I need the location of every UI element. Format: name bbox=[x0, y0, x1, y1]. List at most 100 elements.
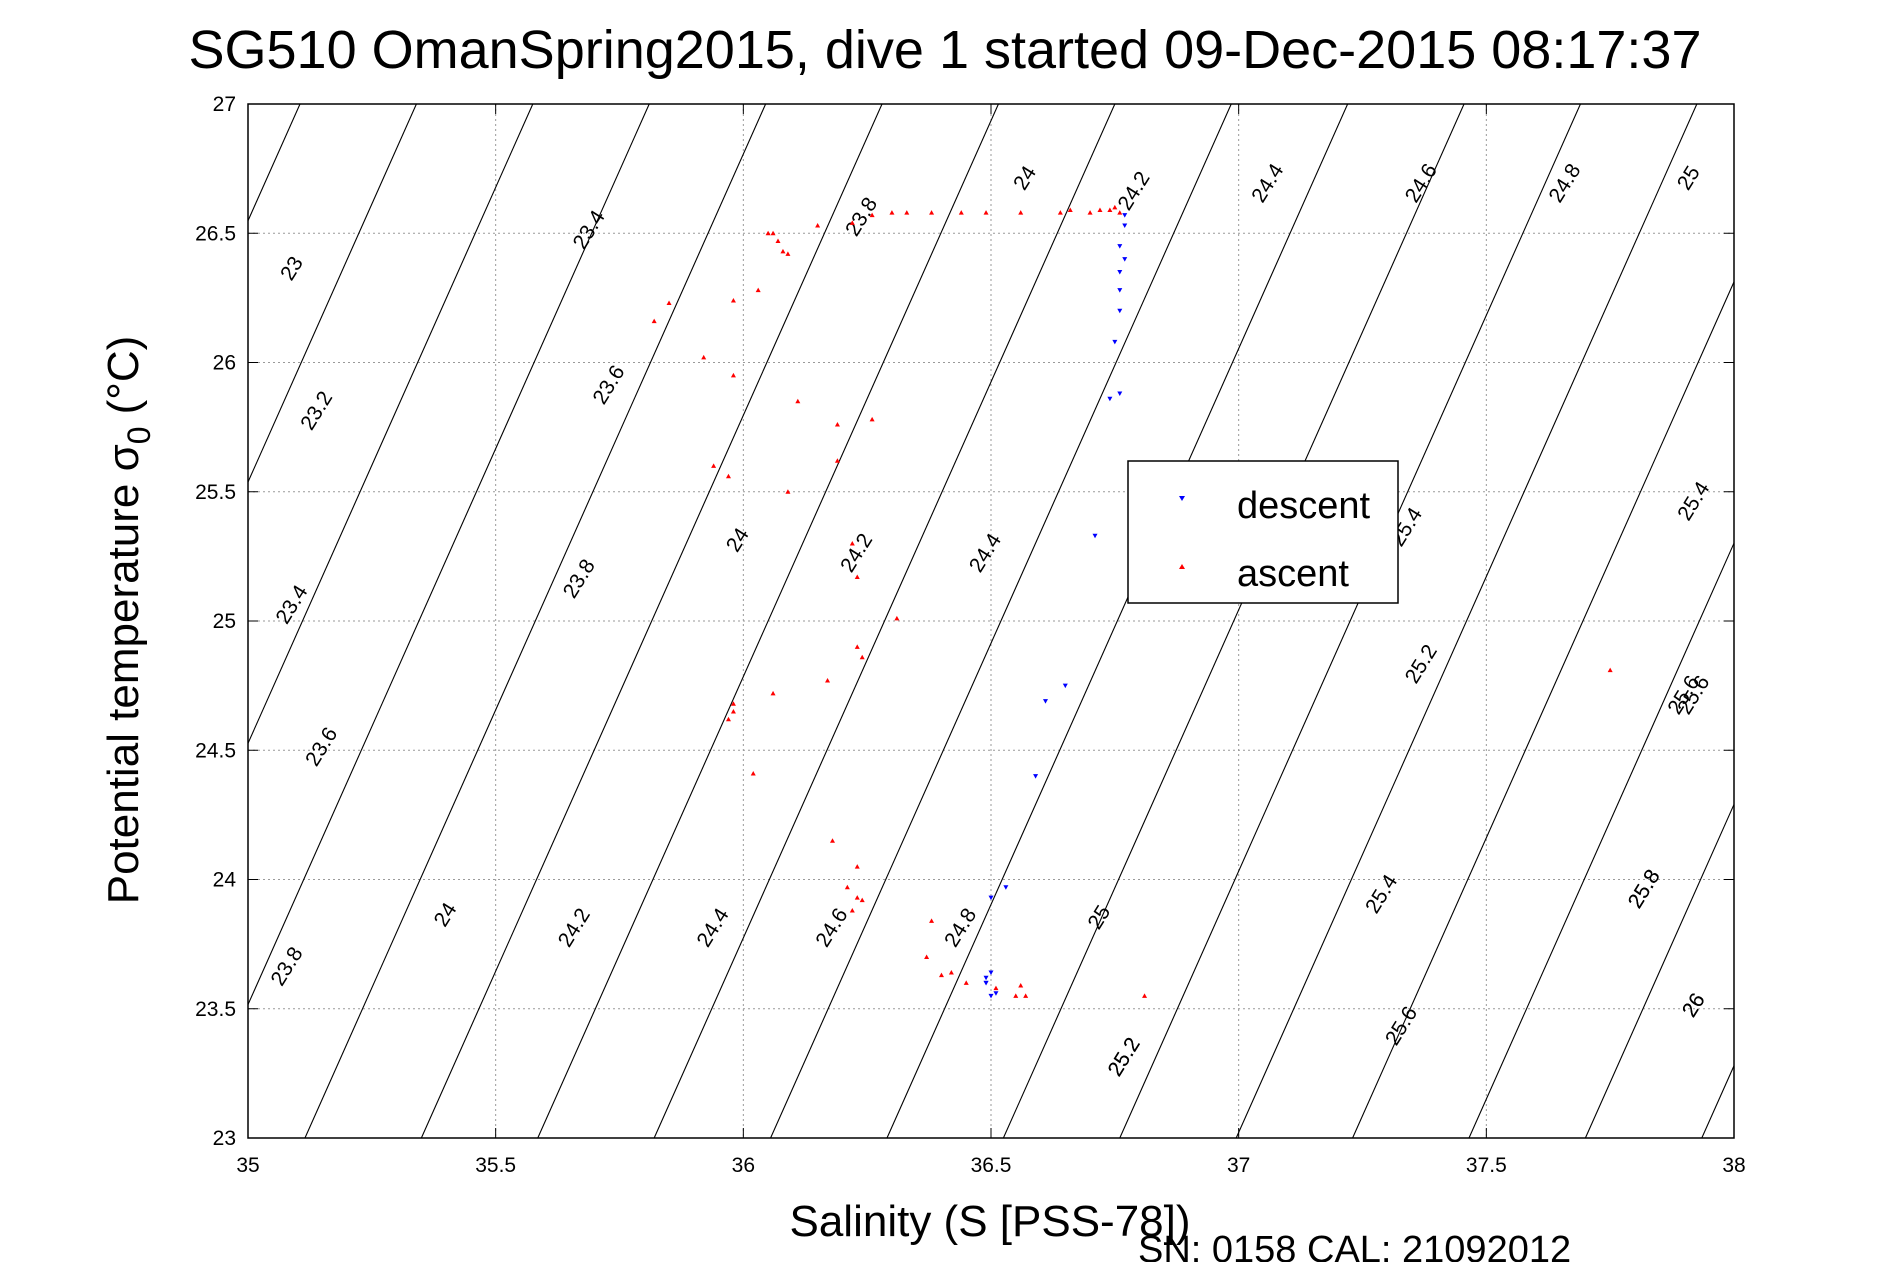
ascent-point bbox=[815, 222, 821, 228]
density-contour-label: 24.6 bbox=[811, 904, 852, 951]
descent-point bbox=[1062, 683, 1068, 689]
density-contour-line bbox=[537, 104, 999, 1138]
ascent-point bbox=[1018, 982, 1024, 988]
density-contour-label: 24.2 bbox=[1114, 168, 1155, 215]
density-contour-line bbox=[1584, 803, 1734, 1138]
ascent-point bbox=[666, 300, 672, 306]
ascent-point bbox=[993, 985, 999, 991]
legend-ascent-label: ascent bbox=[1237, 553, 1349, 595]
y-tick-label: 26 bbox=[213, 352, 236, 375]
legend: descent ascent bbox=[1127, 460, 1399, 604]
density-contour-label: 24.8 bbox=[1544, 160, 1585, 207]
y-tick-label: 26.5 bbox=[195, 222, 236, 245]
density-contour-label: 25.4 bbox=[1673, 478, 1714, 525]
ascent-point bbox=[854, 864, 860, 869]
descent-point bbox=[993, 991, 999, 996]
ascent-point bbox=[750, 771, 756, 776]
ascent-point bbox=[889, 210, 895, 215]
ascent-point bbox=[844, 884, 850, 890]
chart-title: SG510 OmanSpring2015, dive 1 started 09-… bbox=[189, 20, 1702, 80]
density-contour-label: 25 bbox=[1673, 162, 1705, 194]
density-contour-line bbox=[770, 104, 1232, 1138]
density-contour-line bbox=[0, 104, 67, 1138]
ascent-point bbox=[795, 398, 801, 404]
y-axis-label-unit: (°C) bbox=[99, 336, 148, 415]
ascent-point bbox=[829, 838, 835, 843]
x-tick-label: 36.5 bbox=[971, 1154, 1012, 1177]
ascent-point bbox=[1018, 210, 1024, 215]
ascent-point bbox=[1013, 993, 1019, 998]
density-contour-label: 23.4 bbox=[569, 206, 610, 253]
ascent-point bbox=[963, 980, 969, 985]
ascent-point bbox=[894, 615, 900, 621]
legend-box bbox=[1127, 460, 1399, 604]
descent-point bbox=[1122, 223, 1128, 228]
ascent-point bbox=[730, 297, 736, 303]
ascent-point bbox=[1607, 667, 1613, 673]
descent-point bbox=[1107, 396, 1113, 402]
ascent-point bbox=[849, 540, 855, 546]
ascent-point bbox=[725, 473, 731, 479]
legend-descent-label: descent bbox=[1237, 485, 1371, 527]
descent-point bbox=[1117, 244, 1123, 249]
density-contour-line bbox=[1352, 280, 1734, 1138]
descent-point bbox=[983, 980, 989, 986]
serial-calibration-footer: SN: 0158 CAL: 21092012 bbox=[1138, 1229, 1571, 1262]
density-contour-label: 23.2 bbox=[296, 387, 337, 434]
x-tick-label: 35 bbox=[236, 1154, 259, 1177]
ascent-point bbox=[849, 220, 855, 225]
y-tick-label: 24.5 bbox=[195, 739, 236, 762]
ascent-point bbox=[1112, 204, 1118, 210]
density-contour-label: 23.6 bbox=[301, 723, 342, 770]
x-tick-label: 37 bbox=[1227, 1154, 1250, 1177]
density-contour-line bbox=[0, 104, 184, 1138]
y-axis-label: Potential temperature σ0 (°C) bbox=[99, 336, 157, 905]
density-contour-label: 25.6 bbox=[1381, 1003, 1422, 1050]
density-contour-label: 24.8 bbox=[940, 904, 981, 951]
ascent-point bbox=[730, 708, 736, 714]
y-tick-label: 25 bbox=[213, 610, 236, 633]
ascent-point bbox=[770, 230, 776, 236]
ascent-point bbox=[938, 972, 944, 978]
y-tick-label: 23.5 bbox=[195, 998, 236, 1021]
ascent-point bbox=[958, 210, 964, 215]
density-contour-label: 24.4 bbox=[692, 904, 733, 951]
ascent-point bbox=[1097, 207, 1103, 212]
density-contour-line bbox=[886, 104, 1349, 1138]
ascent-point bbox=[1087, 210, 1093, 215]
ascent-point bbox=[834, 458, 840, 463]
density-contour-label: 23.8 bbox=[841, 193, 882, 240]
descent-point bbox=[1117, 308, 1123, 314]
ascent-point bbox=[755, 287, 761, 293]
ascent-point bbox=[854, 895, 860, 900]
density-contour-line bbox=[304, 104, 767, 1138]
y-tick-label: 25.5 bbox=[195, 481, 236, 504]
ascent-point bbox=[854, 644, 860, 649]
density-contour-label: 26 bbox=[1678, 989, 1710, 1021]
density-contour-line bbox=[1235, 104, 1698, 1138]
ascent-point bbox=[1067, 207, 1073, 212]
ascent-point bbox=[775, 238, 781, 244]
ascent-point bbox=[859, 654, 865, 660]
ascent-point bbox=[869, 416, 875, 422]
density-contour-label: 23 bbox=[276, 253, 308, 285]
descent-point bbox=[1117, 288, 1123, 293]
density-contour-label: 25 bbox=[1083, 901, 1115, 933]
ascent-point bbox=[859, 897, 865, 903]
descent-point bbox=[983, 975, 989, 981]
descent-point bbox=[988, 993, 994, 999]
y-tick-label: 23 bbox=[213, 1127, 236, 1150]
x-tick-label: 36 bbox=[732, 1154, 755, 1177]
y-axis-label-subscript: 0 bbox=[121, 426, 157, 444]
density-contour-line bbox=[1119, 104, 1581, 1138]
density-contour-line bbox=[653, 104, 1116, 1138]
density-contour-label: 24.2 bbox=[836, 530, 877, 577]
ascent-point bbox=[730, 701, 736, 706]
descent-point bbox=[1117, 391, 1123, 397]
ascent-point bbox=[1142, 993, 1148, 998]
grid bbox=[248, 104, 1734, 1138]
ascent-point bbox=[929, 918, 935, 923]
ascent-point bbox=[1023, 993, 1029, 998]
ascent-point bbox=[983, 210, 989, 215]
descent-point bbox=[1112, 339, 1118, 345]
